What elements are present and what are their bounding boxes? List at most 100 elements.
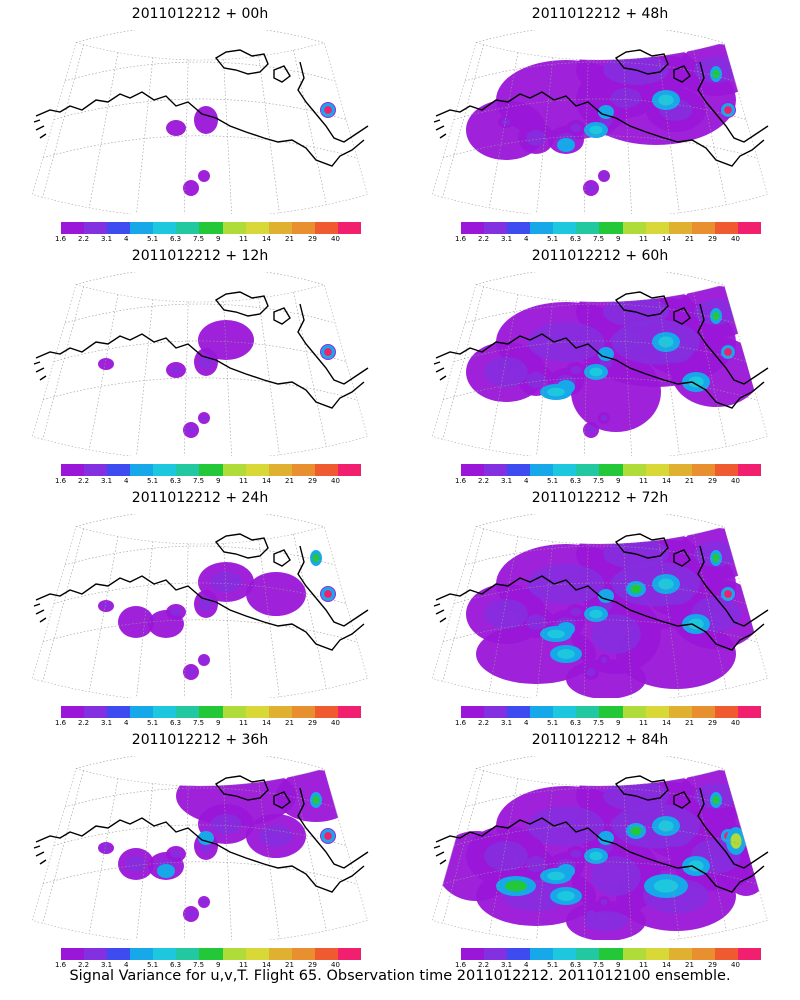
variance-contour <box>505 880 527 892</box>
colorbar-tick-label: 29 <box>308 477 317 485</box>
colorbar-tick-label: 2.2 <box>78 719 90 727</box>
colorbar-swatch <box>222 464 246 476</box>
variance-field <box>466 42 756 196</box>
colorbar-tick-label: 6.3 <box>570 235 582 243</box>
colorbar-swatch <box>107 706 131 718</box>
variance-contour <box>589 851 603 861</box>
colorbar-swatch <box>61 706 85 718</box>
variance-contour <box>200 899 208 905</box>
coastline <box>614 49 669 75</box>
variance-contour <box>630 584 642 594</box>
colorbar-swatch <box>484 948 508 960</box>
colorbar-swatch <box>645 464 669 476</box>
colorbar-tick-label: 3.1 <box>501 235 513 243</box>
map-panel: 2011012212 + 84h 1.6 2.2 3.1 4 5.1 6.3 7.5 9 11 14… <box>400 726 800 969</box>
coastline <box>297 61 317 115</box>
variance-contour <box>547 629 565 639</box>
colorbar-swatch <box>176 706 200 718</box>
panel-title: 2011012212 + 72h <box>531 490 669 506</box>
variance-contour <box>527 564 605 604</box>
colorbar-swatch <box>314 948 338 960</box>
colorbar-tick-label: 14 <box>662 235 671 243</box>
variance-contour <box>712 311 720 321</box>
colorbar-tick-label: 1.6 <box>55 961 67 969</box>
variance-contour <box>688 376 704 388</box>
map-panel: 2011012212 + 00h 1.6 2.2 3.1 4 5.1 6.3 7.5 9 11 14… <box>0 0 400 245</box>
colorbar-swatch <box>737 222 762 234</box>
coastline <box>715 839 769 869</box>
variance-contour <box>186 426 196 434</box>
colorbar-swatch <box>245 706 269 718</box>
variance-map <box>432 272 769 456</box>
variance-contour <box>101 603 111 609</box>
colorbar-tick-label: 2.2 <box>478 719 490 727</box>
coastline <box>315 355 369 385</box>
colorbar-swatch <box>222 222 246 234</box>
variance-contour <box>712 795 720 805</box>
colorbar-tick-label: 3.1 <box>101 961 113 969</box>
colorbar-tick-label: 9 <box>216 477 221 485</box>
variance-map <box>32 30 369 214</box>
colorbar-tick-label: 11 <box>639 719 648 727</box>
colorbar-ticks: 1.6 2.2 3.1 4 5.1 6.3 7.5 9 11 14 21 29 40 <box>55 235 375 245</box>
colorbar-tick-label: 4 <box>124 235 129 243</box>
variance-contour <box>200 657 208 663</box>
variance-contour <box>170 608 182 616</box>
variance-contour <box>324 348 332 356</box>
variance-contour <box>547 871 565 881</box>
variance-contour <box>600 657 608 663</box>
colorbar-tick-label: 14 <box>662 719 671 727</box>
panel-title: 2011012212 + 48h <box>531 6 669 22</box>
colorbar-swatch <box>507 222 531 234</box>
colorbar-swatch <box>314 464 338 476</box>
variance-contour <box>591 856 641 896</box>
map-domain-border <box>432 284 768 456</box>
colorbar-swatch <box>176 948 200 960</box>
colorbar-tick-label: 29 <box>708 719 717 727</box>
colorbar-tick-label: 29 <box>308 235 317 243</box>
coastline <box>697 61 717 115</box>
colorbar-swatch <box>291 706 315 718</box>
colorbar <box>61 948 362 960</box>
colorbar-tick-label: 3.1 <box>101 719 113 727</box>
colorbar-tick-label: 4 <box>124 477 129 485</box>
colorbar-tick-label: 14 <box>662 961 671 969</box>
colorbar-swatch <box>291 948 315 960</box>
colorbar-swatch <box>668 464 692 476</box>
colorbar <box>461 222 762 234</box>
colorbar-tick-label: 1.6 <box>455 719 467 727</box>
variance-contour <box>724 590 732 598</box>
coastline <box>35 333 365 409</box>
colorbar-tick-label: 7.5 <box>193 961 205 969</box>
colorbar-tick-label: 21 <box>285 961 294 969</box>
colorbar-tick-label: 4 <box>524 477 529 485</box>
variance-contour <box>259 825 293 847</box>
variance-contour <box>557 649 575 659</box>
map-domain-border <box>32 284 368 456</box>
variance-contour <box>653 879 679 893</box>
colorbar-tick-label: 21 <box>685 961 694 969</box>
colorbar-tick-label: 40 <box>331 235 340 243</box>
variance-contour <box>170 366 182 374</box>
colorbar <box>461 464 762 476</box>
variance-contour <box>324 106 332 114</box>
colorbar-swatch <box>461 222 485 234</box>
variance-map <box>32 756 369 940</box>
coastline <box>214 775 269 801</box>
colorbar-tick-label: 11 <box>639 961 648 969</box>
colorbar-swatch <box>107 464 131 476</box>
colorbar-tick-label: 5.1 <box>547 961 559 969</box>
colorbar-swatch <box>576 948 600 960</box>
colorbar-swatch <box>622 706 646 718</box>
colorbar-swatch <box>599 706 623 718</box>
variance-contour <box>210 814 242 834</box>
colorbar-swatch <box>199 464 223 476</box>
colorbar-tick-label: 6.3 <box>570 719 582 727</box>
colorbar-swatch <box>645 222 669 234</box>
colorbar-tick-label: 29 <box>308 719 317 727</box>
coastline <box>33 119 47 139</box>
variance-contour <box>324 832 332 840</box>
colorbar-swatch <box>622 464 646 476</box>
colorbar-ticks: 1.6 2.2 3.1 4 5.1 6.3 7.5 9 11 14 21 29 40 <box>55 961 375 971</box>
colorbar-swatch <box>714 948 738 960</box>
